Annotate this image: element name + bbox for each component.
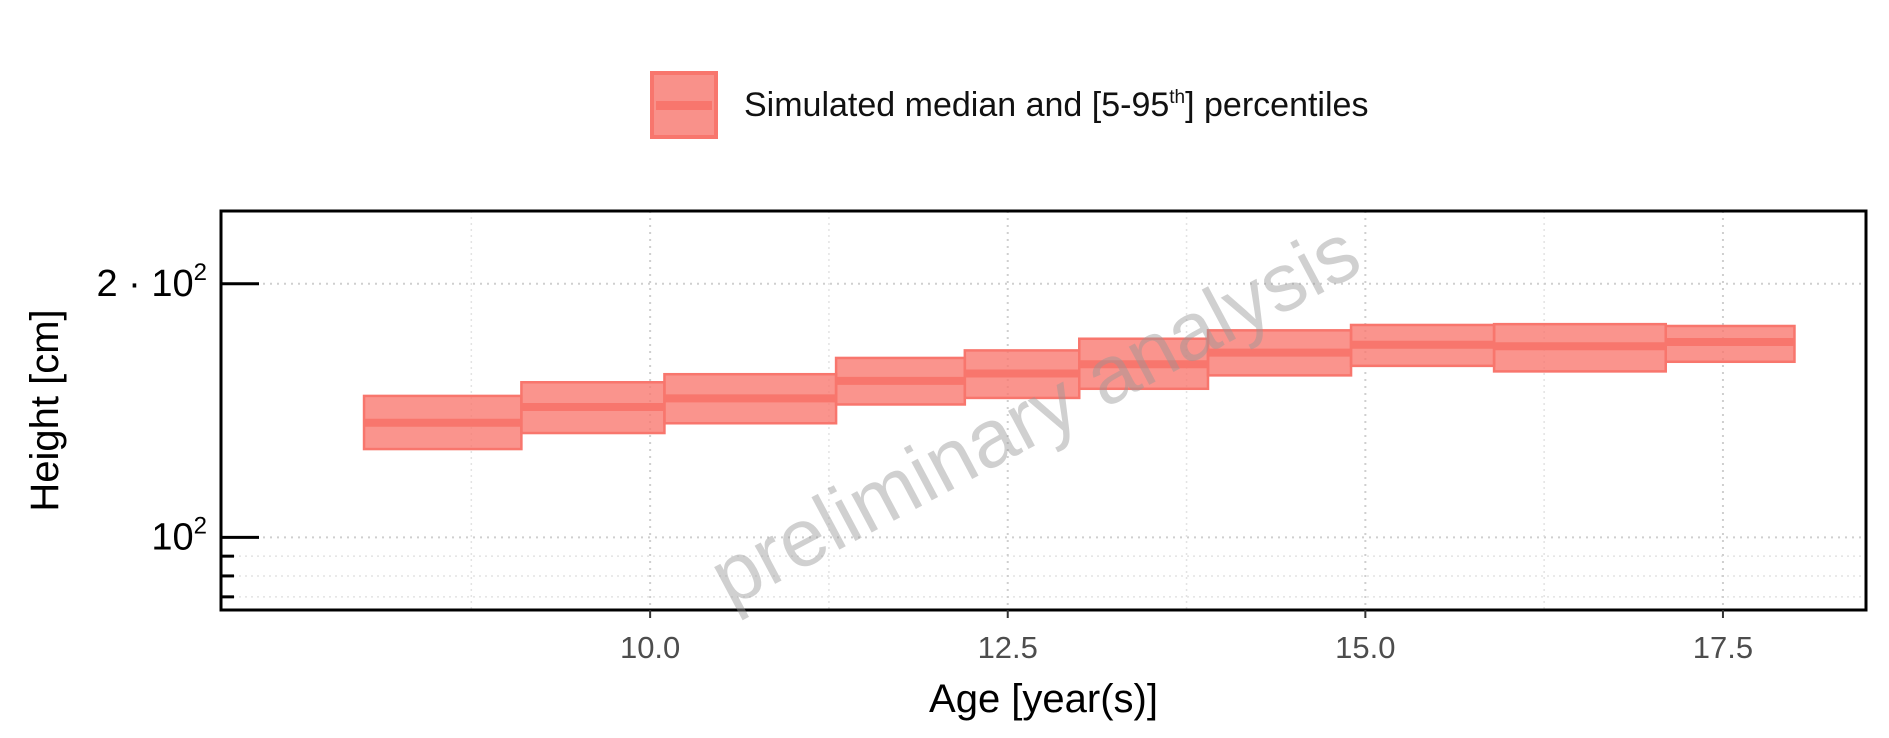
x-axis-ticks: 10.0 12.5 15.0 17.5 [620,610,1753,665]
y-tick-label: 102 [151,512,207,558]
y-axis-title: Height [cm] [23,309,67,511]
y-tick-label-base: 10 [151,516,193,558]
major-gridlines [221,211,1866,610]
x-tick-label: 12.5 [978,630,1038,665]
y-tick-label-base: 2 · 10 [96,263,193,305]
x-tick-label: 17.5 [1693,630,1753,665]
legend-key-median [656,101,712,110]
legend: Simulated median and [5-95th] percentile… [650,68,1368,142]
legend-label-prefix: Simulated median and [5-95 [744,85,1170,124]
legend-label-sup: th [1169,86,1186,108]
x-tick-label: 10.0 [620,630,680,665]
median-lines [364,337,1795,427]
panel-border [219,209,1868,612]
y-tick-label: 2 · 102 [96,259,207,305]
legend-label: Simulated median and [5-95th] percentile… [744,86,1368,125]
legend-label-suffix: ] percentiles [1185,85,1369,124]
x-tick-label: 15.0 [1335,630,1395,665]
y-tick-label-exponent: 2 [194,259,207,286]
legend-key [650,71,718,139]
y-tick-label-exponent: 2 [194,512,207,539]
x-axis-title: Age [year(s)] [929,677,1158,721]
